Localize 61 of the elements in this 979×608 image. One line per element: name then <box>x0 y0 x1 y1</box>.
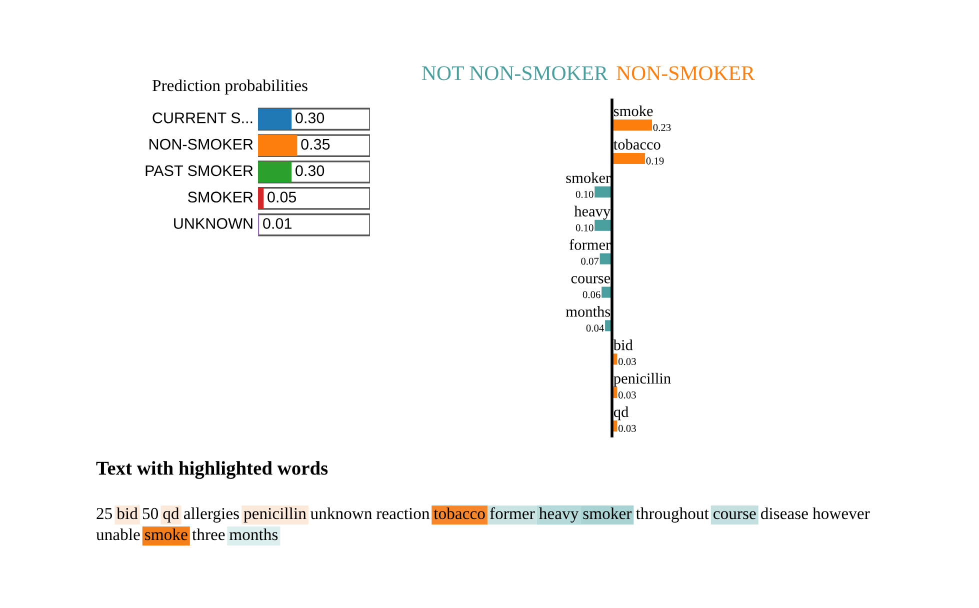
data-label: 0.30 <box>296 165 324 176</box>
category-label: penicillin <box>614 372 671 387</box>
category-label: throughout <box>636 507 709 523</box>
category-label: qd <box>163 507 180 523</box>
category-label: course <box>571 276 610 284</box>
category-label: NON-SMOKER <box>150 138 253 150</box>
data-label: 0.06 <box>582 291 600 298</box>
data-label: 0.10 <box>576 224 594 232</box>
category-label: SMOKER <box>188 192 253 202</box>
text: Text with highlighted words <box>96 461 328 479</box>
category-label: bid <box>116 507 138 520</box>
data-label: 0.03 <box>618 424 636 432</box>
category-label: heavy <box>574 206 611 220</box>
bar <box>594 220 612 231</box>
category-label: disease <box>760 507 808 520</box>
bar <box>602 286 612 298</box>
category-label: unknown <box>310 507 372 520</box>
category-label: PAST SMOKER <box>146 165 253 176</box>
category-label: months <box>566 306 610 317</box>
bar <box>258 108 292 130</box>
chart-title: NON-SMOKER <box>616 66 755 80</box>
category-label: smoke <box>614 105 653 116</box>
category-label: CURRENT S... <box>152 112 252 124</box>
category-label: qd <box>614 406 628 420</box>
data-label: 0.23 <box>653 124 671 132</box>
category-label: months <box>229 528 278 540</box>
data-label: 0.10 <box>576 190 594 198</box>
category-label: course <box>714 511 756 520</box>
category-label: penicillin <box>244 507 306 523</box>
data-label: 0.19 <box>646 157 664 165</box>
category-label: smoke <box>145 528 188 540</box>
category-label: three <box>192 528 225 540</box>
bar <box>258 188 264 209</box>
category-label: former <box>570 239 610 250</box>
chart-title: Prediction probabilities <box>152 79 308 95</box>
data-label: 0.35 <box>301 138 330 150</box>
category-label: allergies <box>184 507 239 523</box>
bar <box>258 135 298 156</box>
bar <box>258 161 292 183</box>
data-label: 0.05 <box>268 192 296 202</box>
data-label: 0.04 <box>586 324 604 332</box>
data-label: 0.01 <box>263 218 292 229</box>
category-label: tobacco <box>614 138 660 150</box>
category-label: 25 <box>96 508 112 520</box>
category-label: 50 <box>142 508 158 520</box>
category-label: heavy <box>539 507 579 523</box>
bar <box>594 186 612 198</box>
data-label: 0.03 <box>618 391 636 399</box>
data-label: 0.07 <box>581 258 599 265</box>
category-label: smoker <box>566 172 610 184</box>
chart-title: NOT NON-SMOKER <box>422 66 608 80</box>
category-label: reaction <box>376 508 430 520</box>
category-label: former <box>490 507 535 520</box>
category-label: smoker <box>583 507 632 520</box>
data-label: 0.03 <box>618 358 636 366</box>
category-label: bid <box>613 339 633 350</box>
category-label: unable <box>96 528 140 540</box>
category-label: however <box>812 507 870 520</box>
category-label: tobacco <box>434 507 485 520</box>
data-label: 0.30 <box>296 112 324 124</box>
category-label: UNKNOWN <box>174 218 252 229</box>
